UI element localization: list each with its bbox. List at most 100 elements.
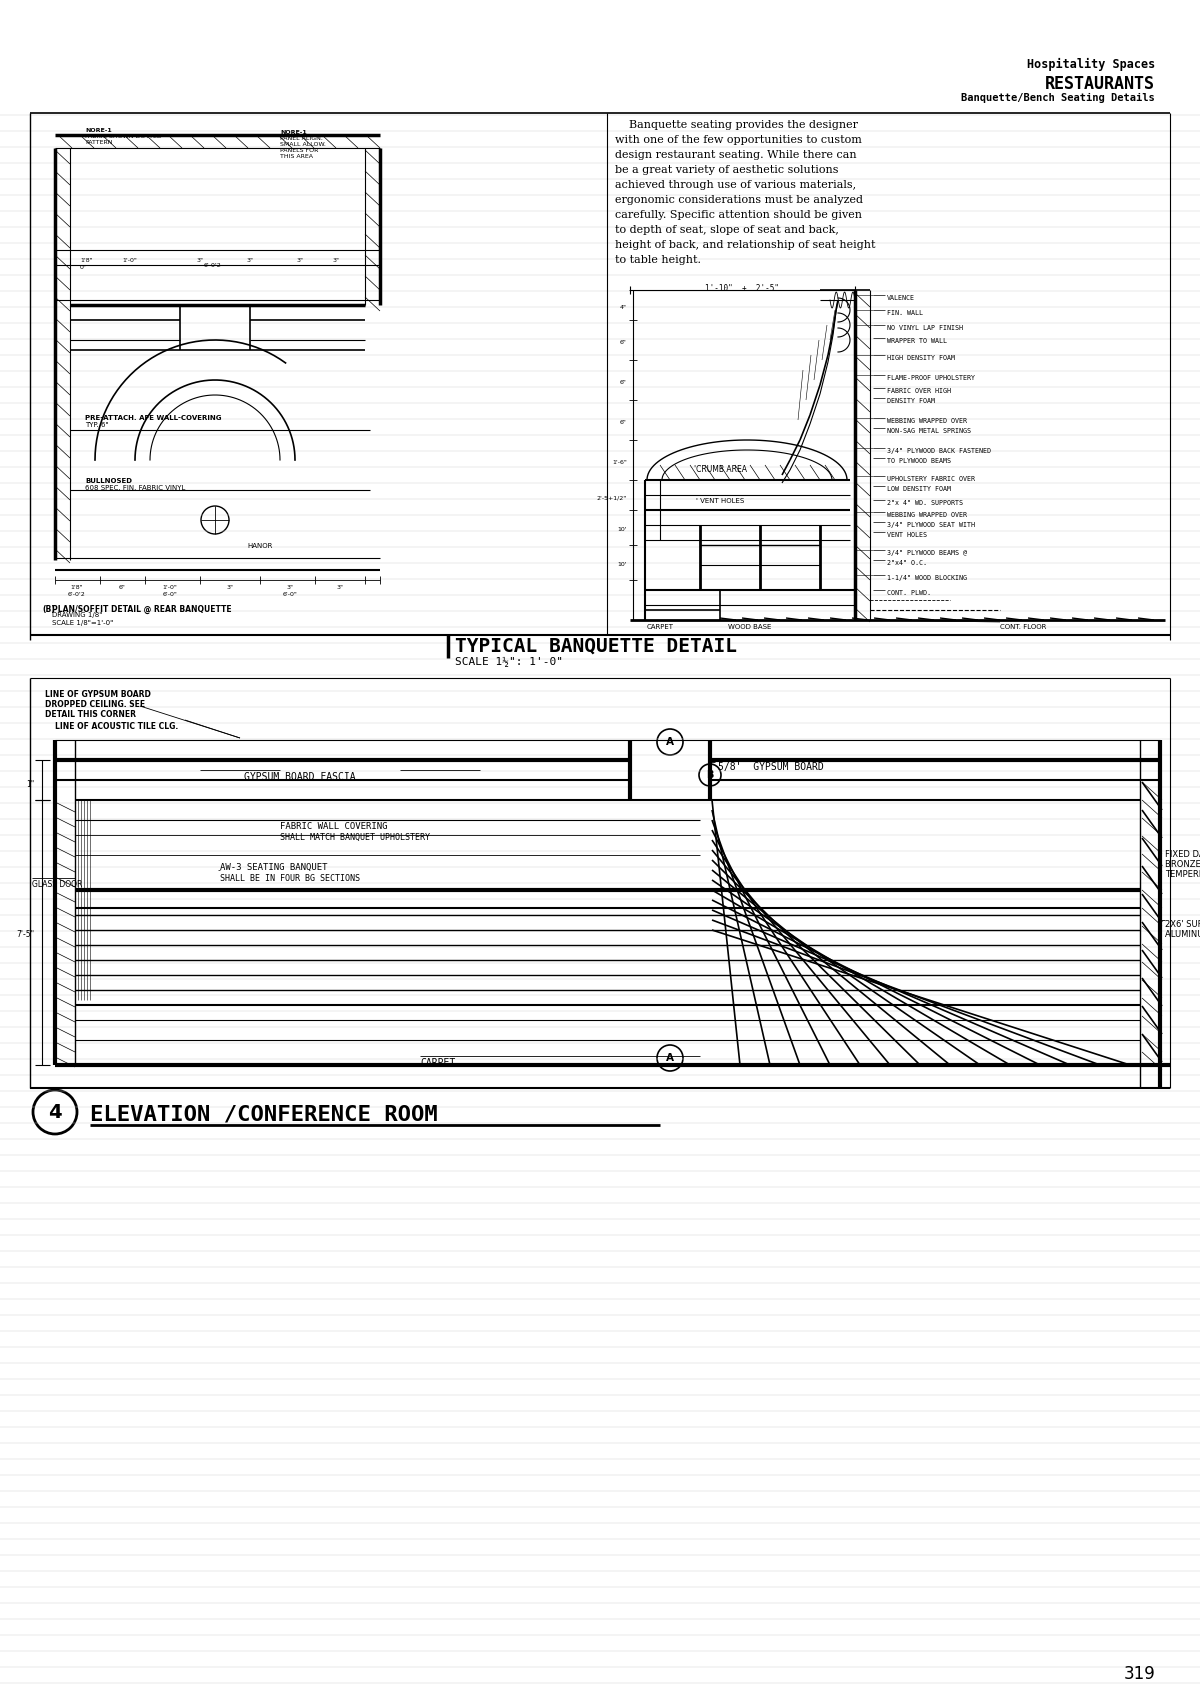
Text: CARPET: CARPET xyxy=(647,624,673,630)
Text: WRAPPER TO WALL: WRAPPER TO WALL xyxy=(887,338,947,344)
Text: Banquette/Bench Seating Details: Banquette/Bench Seating Details xyxy=(961,93,1154,104)
Text: UPHOLSTERY FABRIC OVER: UPHOLSTERY FABRIC OVER xyxy=(887,475,974,482)
Text: TYP. 6": TYP. 6" xyxy=(85,423,109,428)
Text: WEBBING WRAPPED OVER: WEBBING WRAPPED OVER xyxy=(887,417,967,424)
Text: CONT. PLWD.: CONT. PLWD. xyxy=(887,591,931,596)
Text: NO VINYL LAP FINISH: NO VINYL LAP FINISH xyxy=(887,326,964,331)
Text: FABRIC SHOWN DOTTED: FABRIC SHOWN DOTTED xyxy=(85,134,162,139)
Text: DROPPED CEILING. SEE: DROPPED CEILING. SEE xyxy=(46,699,145,709)
Text: 6'-0'2: 6'-0'2 xyxy=(68,592,86,597)
Text: A: A xyxy=(666,736,674,747)
Text: 0": 0" xyxy=(80,265,86,270)
Text: 608 SPEC. FIN. FABRIC VINYL: 608 SPEC. FIN. FABRIC VINYL xyxy=(85,485,185,490)
Text: 6": 6" xyxy=(620,339,628,344)
Text: with one of the few opportunities to custom: with one of the few opportunities to cus… xyxy=(616,136,862,144)
Text: Hospitality Spaces: Hospitality Spaces xyxy=(1027,58,1154,71)
Text: PANEL ALIGN.: PANEL ALIGN. xyxy=(280,136,323,141)
Text: PANELS FOR: PANELS FOR xyxy=(280,148,318,153)
Text: PATTERN: PATTERN xyxy=(85,139,113,144)
Text: BRONZE BRKTZT: BRONZE BRKTZT xyxy=(1165,860,1200,869)
Text: 2"x4" O.C.: 2"x4" O.C. xyxy=(887,560,928,567)
Text: HIGH DENSITY FOAM: HIGH DENSITY FOAM xyxy=(887,355,955,361)
Text: 1'-0": 1'-0" xyxy=(122,258,138,263)
Text: GYPSUM BOARD FASCIA: GYPSUM BOARD FASCIA xyxy=(244,772,356,782)
Text: PRE-ATTACH. AFE WALL-COVERING: PRE-ATTACH. AFE WALL-COVERING xyxy=(85,416,222,421)
Text: 3": 3" xyxy=(296,258,304,263)
Text: FABRIC WALL COVERING: FABRIC WALL COVERING xyxy=(280,821,388,832)
Text: (B): (B) xyxy=(42,606,55,614)
Text: 10': 10' xyxy=(617,528,628,531)
Text: design restaurant seating. While there can: design restaurant seating. While there c… xyxy=(616,149,857,160)
Text: SCALE 1½": 1'-0": SCALE 1½": 1'-0" xyxy=(455,657,563,667)
Text: TO PLYWOOD BEAMS: TO PLYWOOD BEAMS xyxy=(887,458,952,463)
Text: FLAME-PROOF UPHOLSTERY: FLAME-PROOF UPHOLSTERY xyxy=(887,375,974,382)
Text: CARPET: CARPET xyxy=(420,1057,455,1067)
Text: ergonomic considerations must be analyzed: ergonomic considerations must be analyze… xyxy=(616,195,863,205)
Text: SCALE 1/8"=1'-0": SCALE 1/8"=1'-0" xyxy=(52,619,113,626)
Text: 1'8": 1'8" xyxy=(80,258,92,263)
Text: 3/4" PLYWOOD SEAT WITH: 3/4" PLYWOOD SEAT WITH xyxy=(887,523,974,528)
Text: DRAWING 1/8": DRAWING 1/8" xyxy=(52,613,102,618)
Text: LINE OF GYPSUM BOARD: LINE OF GYPSUM BOARD xyxy=(46,691,151,699)
Text: VENT HOLES: VENT HOLES xyxy=(887,531,928,538)
Text: ALUMINUM CHL.: ALUMINUM CHL. xyxy=(1165,930,1200,938)
Text: 10': 10' xyxy=(617,562,628,567)
Text: be a great variety of aesthetic solutions: be a great variety of aesthetic solution… xyxy=(616,165,839,175)
Text: 1-1/4" WOOD BLOCKING: 1-1/4" WOOD BLOCKING xyxy=(887,575,967,580)
Text: PLAN/SOFFIT DETAIL @ REAR BANQUETTE: PLAN/SOFFIT DETAIL @ REAR BANQUETTE xyxy=(52,606,232,614)
Text: CONT. FLOOR: CONT. FLOOR xyxy=(1000,624,1046,630)
Text: 4": 4" xyxy=(620,305,628,311)
Text: GLASS DOOR: GLASS DOOR xyxy=(32,881,83,889)
Text: 3/4" PLYWOOD BEAMS @: 3/4" PLYWOOD BEAMS @ xyxy=(887,550,967,557)
Text: Banquette seating provides the designer: Banquette seating provides the designer xyxy=(616,120,858,131)
Text: B: B xyxy=(707,770,714,781)
Text: NORE-1: NORE-1 xyxy=(85,127,112,132)
Text: FIN. WALL: FIN. WALL xyxy=(887,311,923,316)
Text: 6": 6" xyxy=(620,380,628,385)
Text: HANOR: HANOR xyxy=(247,543,272,550)
Text: 6'-0'2: 6'-0'2 xyxy=(204,263,222,268)
Text: 3": 3" xyxy=(227,585,234,591)
Text: 3": 3" xyxy=(334,258,340,263)
Text: DENSITY FOAM: DENSITY FOAM xyxy=(887,399,935,404)
Text: achieved through use of various materials,: achieved through use of various material… xyxy=(616,180,856,190)
Text: A: A xyxy=(666,1054,674,1062)
Text: 6": 6" xyxy=(620,419,628,424)
Text: to depth of seat, slope of seat and back,: to depth of seat, slope of seat and back… xyxy=(616,226,839,234)
Text: 2X6' SUR. BRZ.: 2X6' SUR. BRZ. xyxy=(1165,920,1200,928)
Text: 1'-10"  +  2'-5": 1'-10" + 2'-5" xyxy=(706,283,779,294)
Text: 3": 3" xyxy=(287,585,294,591)
Text: RESTAURANTS: RESTAURANTS xyxy=(1045,75,1154,93)
Text: to table height.: to table height. xyxy=(616,255,701,265)
Text: THIS AREA: THIS AREA xyxy=(280,154,313,160)
Text: NON-SAG METAL SPRINGS: NON-SAG METAL SPRINGS xyxy=(887,428,971,434)
Text: carefully. Specific attention should be given: carefully. Specific attention should be … xyxy=(616,210,862,221)
Text: SHALL MATCH BANQUET UPHOLSTERY: SHALL MATCH BANQUET UPHOLSTERY xyxy=(280,833,430,842)
Text: FIXED DARK: FIXED DARK xyxy=(1165,850,1200,859)
Text: 5/8'  GYPSUM BOARD: 5/8' GYPSUM BOARD xyxy=(718,762,823,772)
Text: 1": 1" xyxy=(25,781,34,789)
Text: 6'-0": 6'-0" xyxy=(162,592,178,597)
Text: LINE OF ACOUSTIC TILE CLG.: LINE OF ACOUSTIC TILE CLG. xyxy=(55,721,179,731)
Text: 6'-0": 6'-0" xyxy=(282,592,298,597)
Text: SHALL BE IN FOUR BG SECTIONS: SHALL BE IN FOUR BG SECTIONS xyxy=(220,874,360,882)
Text: ELEVATION /CONFERENCE ROOM: ELEVATION /CONFERENCE ROOM xyxy=(90,1105,438,1125)
Text: 319: 319 xyxy=(1123,1665,1154,1683)
Text: LOW DENSITY FOAM: LOW DENSITY FOAM xyxy=(887,485,952,492)
Text: TYPICAL BANQUETTE DETAIL: TYPICAL BANQUETTE DETAIL xyxy=(455,636,737,657)
Text: 1'-0": 1'-0" xyxy=(162,585,178,591)
Text: 1'-6": 1'-6" xyxy=(612,460,628,465)
Text: WOOD BASE: WOOD BASE xyxy=(728,624,772,630)
Text: 2'-5+1/2": 2'-5+1/2" xyxy=(596,496,628,501)
Text: 4: 4 xyxy=(48,1103,62,1122)
Text: 3": 3" xyxy=(336,585,343,591)
Text: 3": 3" xyxy=(197,258,204,263)
Text: 6": 6" xyxy=(119,585,126,591)
Text: height of back, and relationship of seat height: height of back, and relationship of seat… xyxy=(616,239,876,249)
Text: FABRIC OVER HIGH: FABRIC OVER HIGH xyxy=(887,389,952,394)
Text: TEMPERED GL.: TEMPERED GL. xyxy=(1165,871,1200,879)
Text: WEBBING WRAPPED OVER: WEBBING WRAPPED OVER xyxy=(887,512,967,518)
Text: ' VENT HOLES: ' VENT HOLES xyxy=(696,497,744,504)
Text: VALENCE: VALENCE xyxy=(887,295,916,300)
Text: AW-3 SEATING BANQUET: AW-3 SEATING BANQUET xyxy=(220,864,328,872)
